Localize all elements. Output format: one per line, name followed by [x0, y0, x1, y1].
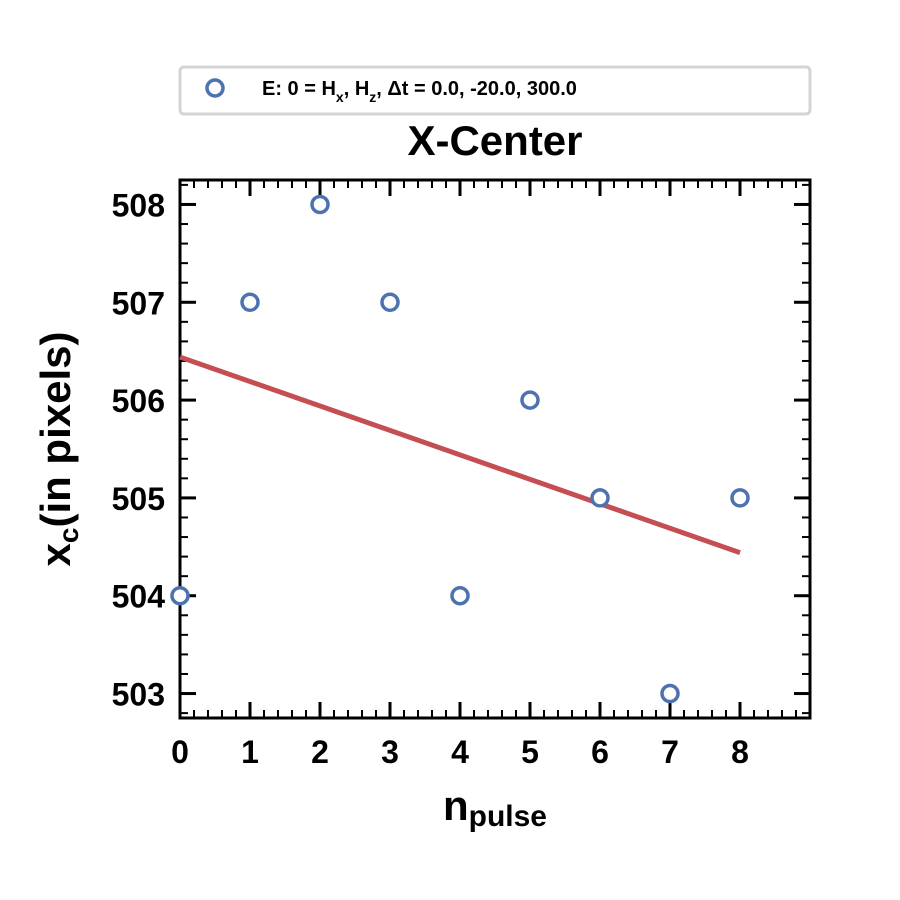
y-tick-label: 504	[112, 579, 166, 615]
y-axis-label: xc(in pixels)	[32, 332, 84, 567]
x-axis-label: npulse	[443, 782, 547, 833]
x-tick-label: 7	[661, 734, 679, 770]
y-tick-label: 506	[112, 383, 165, 419]
data-point	[310, 194, 330, 215]
x-tick-label: 4	[451, 734, 469, 770]
x-tick-label: 8	[731, 734, 749, 770]
x-tick-label: 1	[241, 734, 259, 770]
legend-box	[178, 65, 812, 116]
data-point	[590, 488, 610, 508]
x-tick-labels: 0 1 2 3 4 5 6 7 8	[171, 734, 749, 770]
legend-marker	[205, 78, 225, 98]
legend-label: E: 0 = Hx, Hz, Δt = 0.0, -20.0, 300.0	[262, 78, 577, 105]
y-tick-label: 505	[112, 481, 165, 517]
x-tick-label: 5	[521, 734, 539, 770]
x-tick-label: 3	[381, 734, 399, 770]
data-point	[380, 292, 400, 313]
minor-ticks	[180, 180, 810, 718]
x-tick-label: 2	[311, 734, 329, 770]
fit-line-group	[179, 354, 741, 556]
fit-line	[179, 354, 741, 556]
data-point	[450, 585, 470, 606]
y-tick-label: 507	[112, 285, 165, 321]
data-point	[660, 683, 680, 704]
legend: E: 0 = Hx, Hz, Δt = 0.0, -20.0, 300.0	[178, 65, 812, 116]
x-tick-label: 0	[171, 734, 189, 770]
major-ticks	[178, 180, 810, 718]
y-tick-labels: 503 504 505 506 507 508	[112, 187, 166, 712]
data-point	[240, 292, 260, 313]
plot-frame	[178, 178, 812, 720]
x-tick-label: 6	[591, 734, 609, 770]
data-point	[730, 488, 750, 508]
data-point	[520, 390, 540, 410]
y-tick-label: 503	[112, 677, 165, 713]
y-tick-label: 508	[112, 187, 165, 223]
data-points	[170, 194, 750, 704]
data-point	[170, 585, 190, 606]
chart-title: X-Center	[407, 117, 582, 164]
